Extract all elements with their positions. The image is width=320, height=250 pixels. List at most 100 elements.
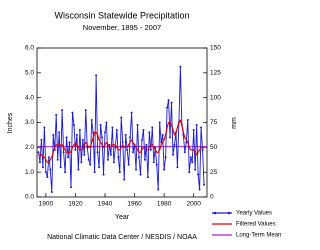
- series-marker: [109, 153, 112, 156]
- y-tick-label: 0.0: [25, 194, 34, 201]
- series-marker: [120, 116, 123, 119]
- x-tick-label: 1900: [39, 201, 54, 208]
- y2-tick-label: 50: [210, 144, 218, 151]
- series-marker: [124, 133, 127, 136]
- series-marker: [71, 111, 74, 114]
- series-marker: [194, 168, 197, 171]
- series-marker: [170, 101, 173, 104]
- series-line: [38, 119, 205, 163]
- series-marker: [101, 136, 104, 139]
- x-tick-label: 1940: [98, 201, 113, 208]
- series-marker: [99, 123, 102, 126]
- y-axis-label: Inches: [7, 112, 14, 133]
- y2-tick-label: 150: [210, 45, 221, 52]
- series-marker: [68, 141, 71, 144]
- series-marker: [98, 166, 101, 169]
- source-note: National Climatic Data Center / NESDIS /…: [47, 234, 197, 241]
- chart-subtitle: November, 1895 - 2007: [83, 23, 161, 32]
- series-marker: [173, 143, 176, 146]
- series-marker: [105, 121, 108, 124]
- y2-tick-label: 0: [210, 194, 214, 201]
- legend-label: Filtered Values: [236, 222, 276, 228]
- series-marker: [46, 176, 49, 179]
- series-marker: [183, 151, 186, 154]
- series-marker: [158, 121, 161, 124]
- series-marker: [142, 128, 145, 131]
- series-marker: [155, 163, 158, 166]
- series-marker: [195, 123, 198, 126]
- series-marker: [189, 156, 192, 159]
- legend-marker: [213, 211, 217, 215]
- series-marker: [55, 114, 58, 117]
- series-marker: [198, 188, 201, 191]
- series-marker: [50, 191, 53, 194]
- series-marker: [47, 156, 50, 159]
- legend-marker: [227, 211, 231, 215]
- series-marker: [102, 173, 105, 176]
- series-marker: [40, 138, 43, 141]
- y-tick-label: 5.0: [25, 70, 34, 77]
- series-marker: [186, 119, 189, 122]
- chart-title: Wisconsin Statewide Precipitation: [54, 10, 189, 20]
- legend-label: Long-Term Mean: [236, 233, 281, 239]
- series-marker: [111, 126, 114, 129]
- series-marker: [38, 161, 41, 164]
- y-tick-label: 1.0: [25, 169, 34, 176]
- series-marker: [136, 123, 139, 126]
- series-marker: [89, 163, 92, 166]
- series-marker: [58, 131, 61, 134]
- series-marker: [129, 136, 132, 139]
- series-marker: [106, 158, 109, 161]
- series-marker: [37, 151, 40, 154]
- series-marker: [93, 171, 96, 174]
- series-marker: [127, 163, 130, 166]
- series-marker: [176, 166, 179, 169]
- series-marker: [83, 153, 86, 156]
- y2-tick-label: 125: [210, 70, 221, 77]
- series-marker: [164, 156, 167, 159]
- series-marker: [157, 188, 160, 191]
- x-tick-label: 2000: [186, 201, 201, 208]
- series-marker: [179, 65, 182, 68]
- legend-label: Yearly Values: [236, 211, 272, 217]
- series-marker: [74, 148, 77, 151]
- series-marker: [78, 128, 81, 131]
- series-marker: [64, 171, 67, 174]
- series-marker: [112, 161, 115, 164]
- series-marker: [148, 131, 151, 134]
- y2-tick-label: 25: [210, 169, 218, 176]
- x-tick-label: 1980: [157, 201, 172, 208]
- series-marker: [192, 128, 195, 131]
- series-marker: [75, 133, 78, 136]
- series-marker: [140, 138, 143, 141]
- series-marker: [121, 141, 124, 144]
- series-marker: [203, 183, 206, 186]
- series-marker: [188, 171, 191, 174]
- series-marker: [172, 153, 174, 156]
- series-marker: [152, 161, 155, 164]
- series-marker: [169, 136, 172, 139]
- series-marker: [145, 143, 148, 146]
- series-marker: [67, 156, 70, 159]
- series-marker: [43, 126, 46, 129]
- series-marker: [72, 123, 75, 126]
- series-marker: [200, 126, 203, 129]
- series-marker: [143, 158, 146, 161]
- series-marker: [65, 136, 68, 139]
- series-marker: [151, 126, 154, 129]
- series-marker: [61, 109, 64, 112]
- y-tick-label: 6.0: [25, 45, 34, 52]
- series-marker: [87, 158, 90, 161]
- y-tick-label: 3.0: [25, 119, 34, 126]
- series-marker: [77, 168, 80, 171]
- series-marker: [201, 148, 204, 151]
- series-marker: [84, 109, 87, 112]
- y2-tick-label: 100: [210, 94, 221, 101]
- y-tick-label: 4.0: [25, 94, 34, 101]
- chart: Wisconsin Statewide Precipitation Novemb…: [7, 10, 282, 241]
- series-marker: [130, 111, 133, 114]
- y2-tick-label: 75: [210, 119, 218, 126]
- series-marker: [163, 168, 166, 171]
- series-marker: [197, 173, 200, 176]
- series-marker: [167, 99, 170, 102]
